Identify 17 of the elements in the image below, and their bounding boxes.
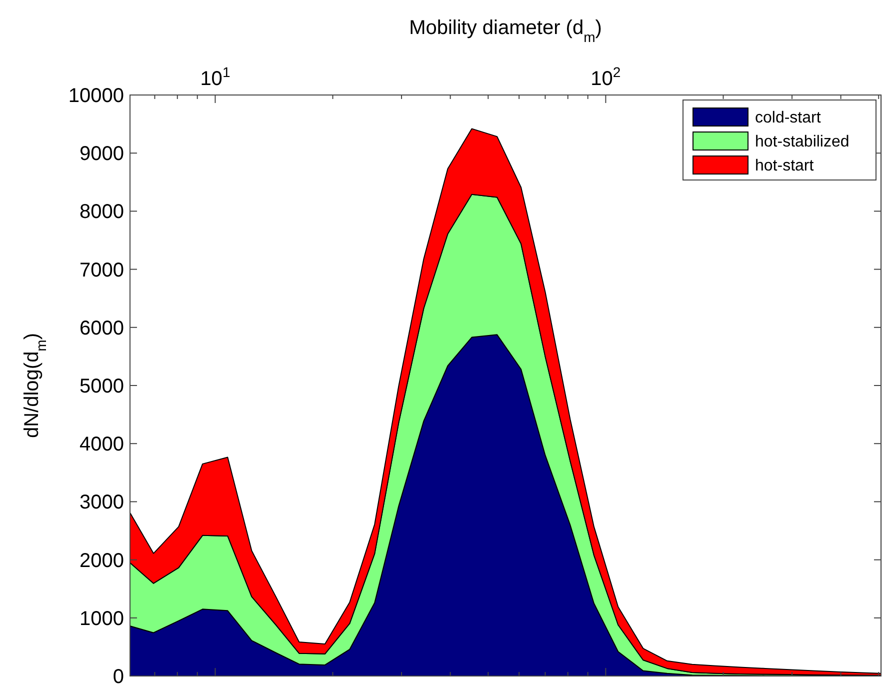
legend-label: cold-start bbox=[755, 110, 822, 127]
y-tick-label: 9000 bbox=[80, 143, 124, 166]
y-tick-label: 6000 bbox=[80, 317, 124, 340]
y-tick-label: 5000 bbox=[80, 376, 124, 398]
y-tick-label: 7000 bbox=[80, 259, 124, 282]
y-tick-label: 10000 bbox=[68, 85, 124, 107]
x-axis-title: Mobility diameter (d$_{m}$) bbox=[409, 17, 602, 45]
y-tick-label: 3000 bbox=[80, 492, 124, 514]
y-tick-label: 4000 bbox=[80, 434, 124, 456]
legend-label: hot-stabilized bbox=[755, 134, 850, 151]
y-tick-label: 0 bbox=[112, 666, 124, 686]
legend-label: hot-start bbox=[755, 158, 814, 175]
x-tick-label: 10$^{1}$ bbox=[200, 64, 230, 90]
y-tick-label: 8000 bbox=[80, 201, 124, 224]
x-tick-label: 10$^{2}$ bbox=[590, 64, 621, 90]
y-tick-label: 2000 bbox=[80, 550, 124, 572]
y-tick-label: 1000 bbox=[80, 608, 124, 630]
